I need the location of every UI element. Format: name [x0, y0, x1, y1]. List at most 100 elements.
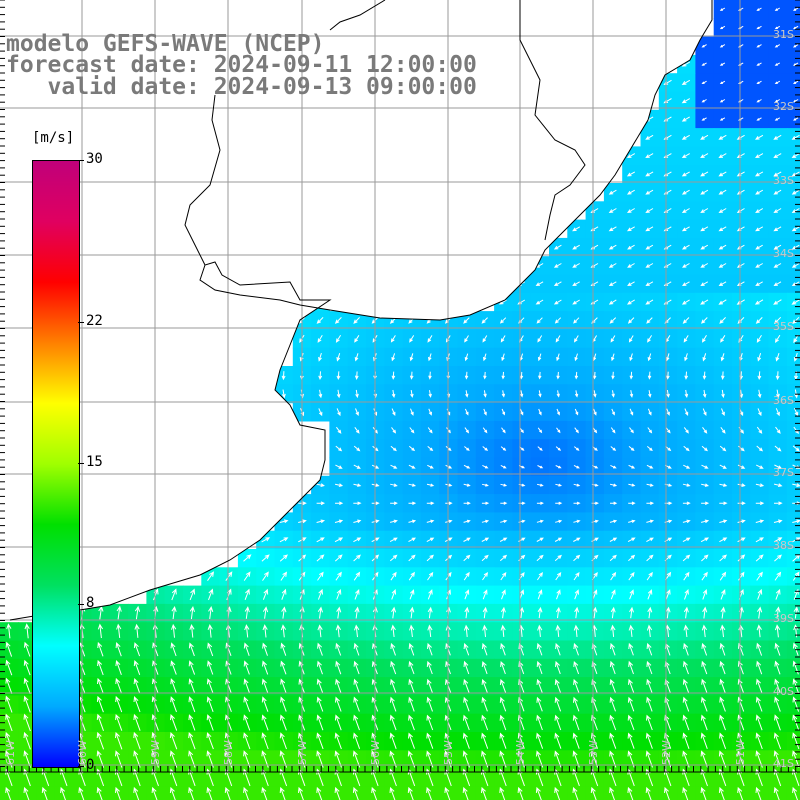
wind-arrow — [389, 537, 398, 543]
wind-arrow — [683, 445, 690, 452]
wind-arrow — [225, 571, 233, 581]
wind-arrow — [481, 317, 488, 324]
wind-speed-cell — [585, 786, 605, 800]
wind-arrow — [681, 153, 690, 159]
wind-arrow — [755, 483, 765, 487]
wind-arrow — [481, 732, 489, 749]
wind-speed-cell — [329, 786, 349, 800]
wind-speed-cell — [695, 786, 715, 800]
wind-arrow — [500, 464, 507, 469]
wind-arrow — [629, 371, 634, 380]
wind-arrow — [23, 731, 31, 750]
wind-arrow — [719, 117, 726, 121]
wind-arrow — [426, 519, 435, 523]
wind-arrow — [410, 390, 414, 398]
wind-arrow — [572, 786, 579, 800]
wind-arrow — [281, 606, 287, 619]
wind-arrow — [701, 464, 709, 469]
wind-arrow — [391, 427, 397, 434]
wind-arrow — [611, 353, 615, 362]
graticule — [0, 0, 800, 772]
wind-arrow — [316, 483, 325, 487]
wind-arrow — [481, 642, 488, 656]
wind-arrow — [756, 117, 762, 121]
wind-arrow — [700, 244, 709, 250]
wind-arrow — [720, 427, 726, 434]
wind-arrow — [573, 464, 580, 469]
wind-speed-cell — [183, 786, 202, 800]
wind-arrow — [5, 695, 13, 713]
wind-arrow — [409, 606, 415, 619]
wind-arrow — [755, 786, 762, 800]
wind-arrow — [553, 244, 562, 250]
wind-arrow — [718, 226, 727, 232]
wind-arrow — [23, 677, 31, 694]
wind-arrow — [773, 537, 783, 543]
wind-arrow — [23, 659, 31, 676]
wind-arrow — [281, 371, 286, 381]
wind-arrow — [463, 483, 471, 487]
wind-speed-cell — [786, 640, 800, 660]
wind-arrow — [464, 335, 469, 343]
wind-arrow — [645, 134, 654, 140]
wind-arrow — [574, 390, 579, 398]
wind-arrow — [775, 371, 780, 381]
wind-arrow — [279, 714, 287, 731]
wind-arrow — [482, 446, 489, 451]
wind-arrow — [280, 678, 287, 694]
wind-speed-cell — [786, 549, 800, 568]
wind-arrow — [755, 714, 763, 731]
wind-arrow — [353, 483, 362, 487]
wind-arrow — [774, 571, 782, 581]
wind-arrow — [535, 281, 544, 287]
wind-arrow — [627, 189, 635, 195]
wind-arrow — [628, 554, 636, 562]
wind-arrow — [647, 606, 653, 619]
wind-arrow — [611, 371, 615, 380]
wind-arrow — [261, 714, 269, 731]
wind-arrow — [355, 389, 359, 399]
wind-arrow — [335, 334, 342, 343]
wind-arrow — [755, 317, 763, 324]
wind-arrow — [682, 483, 691, 487]
wind-arrow — [775, 389, 780, 399]
wind-arrow — [774, 80, 781, 85]
wind-arrow — [482, 571, 489, 581]
wind-arrow — [573, 696, 580, 712]
wind-arrow — [555, 483, 563, 487]
wind-arrow — [554, 317, 562, 324]
wind-arrow — [756, 624, 762, 638]
wind-arrow — [536, 483, 544, 487]
wind-arrow — [316, 501, 326, 506]
wind-arrow — [115, 713, 123, 731]
wind-arrow — [755, 501, 765, 506]
wind-arrow — [316, 678, 324, 694]
wind-arrow — [629, 353, 633, 362]
wind-arrow — [683, 464, 691, 469]
wind-arrow — [701, 44, 707, 48]
wind-arrow — [610, 606, 616, 619]
wind-arrow — [391, 606, 397, 619]
wind-arrow — [354, 606, 360, 619]
wind-arrow — [555, 519, 563, 523]
wind-arrow — [261, 696, 269, 712]
wind-arrows — [5, 7, 800, 800]
wind-arrow — [793, 25, 799, 30]
wind-arrow — [391, 389, 396, 399]
wind-arrow — [536, 732, 544, 749]
wind-arrow — [281, 588, 287, 600]
wind-arrow — [334, 732, 342, 750]
land-mask — [0, 0, 712, 622]
wind-arrow — [737, 519, 746, 524]
wind-arrow — [298, 786, 304, 800]
wind-speed-cell — [530, 786, 550, 800]
wind-speed-cell — [311, 786, 330, 800]
wind-arrow — [774, 445, 782, 452]
wind-arrow — [189, 588, 196, 601]
wind-arrow — [243, 714, 251, 731]
wind-arrow — [794, 389, 799, 399]
wind-arrow — [501, 353, 505, 362]
wind-arrow — [97, 641, 104, 657]
wind-arrow — [738, 445, 745, 452]
wind-arrow — [737, 537, 746, 543]
